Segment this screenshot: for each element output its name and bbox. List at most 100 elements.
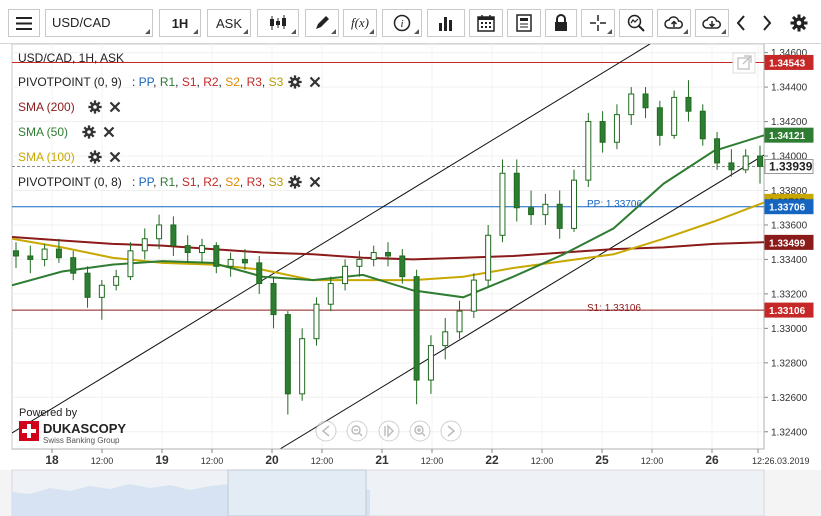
candle[interactable] — [685, 80, 692, 122]
candle[interactable] — [13, 242, 19, 269]
legend-sma-100-gear-icon[interactable] — [88, 150, 102, 164]
candle[interactable] — [699, 104, 706, 146]
calendar-button[interactable] — [469, 9, 503, 37]
candle[interactable] — [299, 328, 306, 401]
candle[interactable] — [127, 242, 134, 281]
candle[interactable] — [55, 238, 62, 263]
nav-zoom-out-button[interactable] — [346, 420, 368, 442]
candle[interactable] — [513, 159, 520, 222]
candle[interactable] — [628, 87, 635, 125]
channel-upper-line[interactable] — [12, 44, 651, 434]
cloud-upload-icon — [664, 16, 683, 29]
draw-tool-button[interactable] — [305, 9, 339, 37]
legend-sma-200[interactable]: SMA (200) — [18, 100, 121, 114]
lock-button[interactable] — [545, 9, 577, 37]
download-button[interactable] — [695, 9, 729, 37]
menu-button[interactable] — [8, 9, 40, 37]
legend-pivot-8[interactable]: PIVOTPOINT (0, 8) : PP, R1, S1, R2, S2, … — [18, 175, 321, 189]
candle[interactable] — [27, 245, 34, 274]
candle[interactable] — [98, 280, 105, 320]
legend-pivot-9[interactable]: PIVOTPOINT (0, 9) : PP, R1, S1, R2, S2, … — [18, 75, 321, 89]
timeframe-select[interactable]: 1H — [159, 9, 201, 37]
candle[interactable] — [113, 269, 120, 291]
price-tick-label: 1.32600 — [771, 393, 808, 404]
legend-pivot-8-s3: S3 — [269, 175, 284, 189]
side-select[interactable]: ASK — [207, 9, 251, 37]
candle[interactable] — [227, 252, 234, 277]
nav-reset-button[interactable] — [378, 420, 400, 442]
candle[interactable] — [141, 228, 148, 260]
channel-lower-line[interactable] — [279, 154, 764, 449]
upload-button[interactable] — [657, 9, 691, 37]
symbol-select[interactable]: USD/CAD — [45, 9, 153, 37]
legend-pivot-9-gear-icon[interactable] — [288, 75, 302, 89]
candle[interactable] — [213, 242, 220, 274]
candle[interactable] — [313, 297, 320, 346]
navigator[interactable] — [0, 469, 821, 516]
candle[interactable] — [284, 311, 291, 415]
popout-button[interactable] — [732, 52, 756, 74]
candle[interactable] — [256, 255, 263, 294]
candle[interactable] — [757, 145, 763, 184]
legend-sma-50-gear-icon[interactable] — [82, 125, 96, 139]
candle[interactable] — [456, 300, 463, 339]
zoom-button[interactable] — [619, 9, 653, 37]
candle[interactable] — [413, 269, 420, 405]
candle[interactable] — [485, 224, 492, 287]
navigator-window[interactable] — [227, 469, 367, 516]
candle[interactable] — [442, 318, 449, 360]
candle[interactable] — [556, 190, 563, 239]
candle[interactable] — [728, 149, 735, 177]
legend-sma-100[interactable]: SMA (100) — [18, 150, 121, 164]
candle[interactable] — [170, 216, 177, 256]
candle[interactable] — [241, 249, 248, 270]
candle[interactable] — [642, 87, 649, 119]
candle[interactable] — [70, 250, 77, 281]
price-axis[interactable]: 1.34600 1.34400 1.34200 1.34000 1.33800 1.336… — [764, 48, 808, 438]
candle[interactable] — [528, 190, 535, 225]
candle[interactable] — [356, 250, 363, 277]
nav-zoom-in-button[interactable] — [409, 420, 431, 442]
candle[interactable] — [585, 112, 592, 188]
candle[interactable] — [427, 335, 434, 394]
candle[interactable] — [571, 169, 577, 232]
price-chart[interactable]: PP: 1.33706 S1: 1.33106 USD/CAD, 1H, ASK… — [0, 44, 821, 516]
candle[interactable] — [399, 249, 406, 284]
candle[interactable] — [199, 238, 205, 263]
candle[interactable] — [671, 90, 678, 139]
candle[interactable] — [714, 131, 721, 170]
candle[interactable] — [270, 276, 277, 329]
chart-type-button[interactable] — [257, 9, 299, 37]
candle[interactable] — [327, 276, 334, 312]
indicators-button[interactable]: f(x) — [343, 9, 377, 37]
legend-pivot-8-gear-icon[interactable] — [288, 175, 302, 189]
scroll-back-button[interactable] — [729, 9, 753, 37]
candle[interactable] — [656, 100, 663, 146]
candle[interactable] — [499, 159, 506, 243]
nav-scroll-right-button[interactable] — [440, 420, 462, 442]
candle[interactable] — [470, 273, 477, 319]
candle[interactable] — [156, 214, 163, 250]
sma-50-line[interactable] — [12, 134, 764, 299]
candle[interactable] — [613, 104, 620, 150]
candle[interactable] — [385, 242, 391, 267]
candle[interactable] — [742, 149, 749, 174]
candle[interactable] — [342, 259, 349, 291]
info-button[interactable]: i — [382, 9, 422, 37]
scroll-forward-button[interactable] — [755, 9, 779, 37]
legend-sma-50[interactable]: SMA (50) — [18, 125, 115, 139]
candle[interactable] — [84, 266, 91, 308]
settings-button[interactable] — [785, 9, 813, 37]
candle[interactable] — [599, 111, 606, 153]
crosshair-button[interactable] — [581, 9, 615, 37]
candle[interactable] — [542, 193, 549, 225]
volume-button[interactable] — [427, 9, 465, 37]
sma-100-line[interactable] — [12, 201, 764, 282]
candle[interactable] — [370, 245, 377, 267]
candle[interactable] — [41, 243, 48, 267]
time-axis[interactable] — [12, 449, 764, 469]
news-button[interactable] — [507, 9, 541, 37]
legend-sma-200-gear-icon[interactable] — [88, 100, 102, 114]
candle[interactable] — [184, 235, 191, 263]
nav-scroll-left-button[interactable] — [315, 420, 337, 442]
